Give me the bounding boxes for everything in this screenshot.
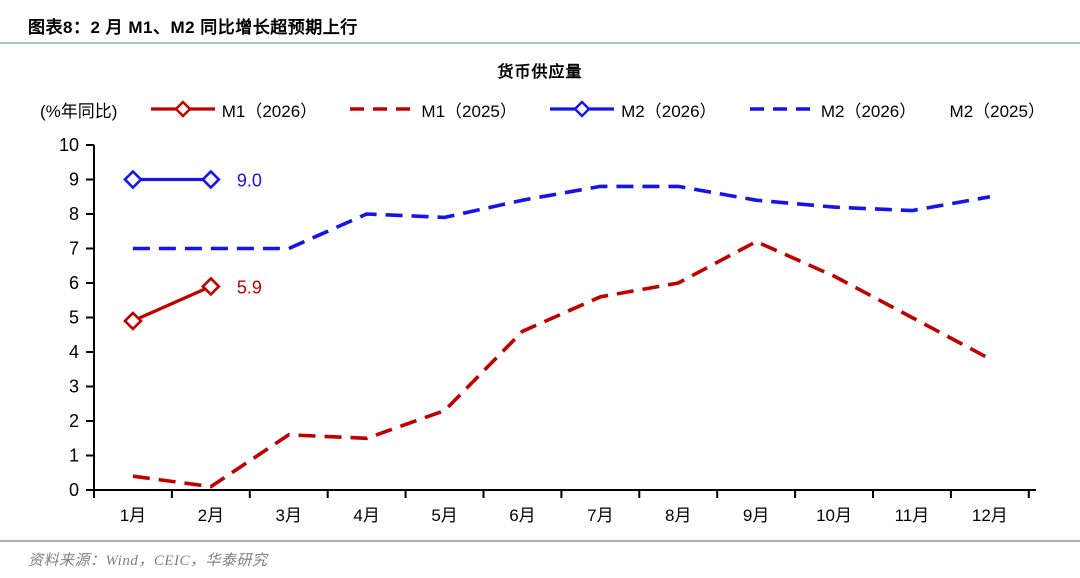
legend-item-m2-2026-dashed: M2（2026） [749, 97, 917, 122]
y-axis-unit-label: (%年同比) [40, 101, 118, 121]
legend-swatch-solid-icon [150, 100, 215, 118]
title-divider [0, 42, 1080, 44]
series-line-m2-2026-dashed [132, 184, 991, 251]
x-tick-label: 5月 [431, 506, 457, 525]
x-tick-label: 1月 [120, 506, 146, 525]
legend-note-label: M2（2025） [949, 101, 1045, 121]
x-tick-label: 7月 [587, 506, 613, 525]
data-label-m1-2026-solid: 5.9 [237, 277, 262, 297]
data-point-marker-m2-2026-solid [123, 169, 143, 190]
legend-item-m1-2025-dashed: M1（2025） [350, 97, 517, 122]
legend-label: M1（2025） [421, 101, 517, 121]
series-line-m1-2026-solid [132, 284, 212, 323]
x-tick-label: 10月 [816, 506, 852, 525]
legend-label: M2（2026） [621, 101, 717, 121]
y-tick-label: 9 [69, 170, 79, 190]
data-point-marker-m1-2026-solid [201, 276, 221, 297]
x-tick-label: 9月 [743, 506, 769, 525]
y-tick-label: 4 [69, 342, 79, 362]
y-tick-label: 2 [69, 411, 79, 431]
y-tick-label: 7 [69, 239, 79, 259]
chart-legend: (%年同比) M1（2026） M1（2025） M2（2026） M2（2026） M… [40, 96, 1045, 122]
chart-title: 货币供应量 [497, 64, 583, 81]
x-tick-label: 6月 [509, 506, 535, 525]
y-tick-label: 5 [69, 308, 79, 328]
legend-item-m2-2026-solid: M2（2026） [550, 97, 717, 122]
axis-lines [93, 145, 1036, 491]
y-tick-label: 6 [69, 273, 79, 293]
y-tick-label: 0 [69, 480, 79, 500]
x-tick-label: 11月 [895, 506, 930, 525]
source-note: 资料来源：Wind，CEIC，华泰研究 [28, 553, 268, 569]
x-tick-label: 8月 [665, 506, 691, 525]
y-tick-label: 8 [69, 204, 79, 224]
figure-title: 图表8：2 月 M1、M2 同比增长超预期上行 [28, 18, 358, 37]
line-chart-plot: 0 1 2 3 4 5 6 7 8 9 10 1月 2月 3月 4月 5月 6月 7月 8月 9月 10月 11月 12月 5… [59, 135, 1036, 525]
x-tick-label: 2月 [198, 506, 224, 525]
data-point-marker-m1-2026-solid [123, 311, 143, 331]
x-tick-label: 4月 [353, 506, 379, 525]
legend-swatch-dashed-icon [350, 107, 415, 111]
legend-label: M2（2026） [820, 101, 917, 121]
legend-swatch-dashed-icon [749, 107, 814, 111]
y-tick-label: 10 [59, 135, 79, 155]
legend-label: M1（2026） [221, 101, 318, 121]
footer-divider [0, 540, 1080, 542]
y-tick-label: 3 [69, 377, 79, 397]
x-tick-label: 3月 [276, 506, 302, 525]
y-tick-label: 1 [69, 446, 79, 466]
data-label-m2-2026-solid: 9.0 [237, 171, 262, 191]
data-point-marker-m2-2026-solid [201, 169, 221, 190]
x-tick-label: 12月 [972, 506, 1008, 525]
legend-swatch-solid-icon [550, 100, 615, 118]
legend-item-m1-2026-solid: M1（2026） [150, 97, 318, 122]
series-line-m1-2025-dashed [132, 239, 991, 489]
